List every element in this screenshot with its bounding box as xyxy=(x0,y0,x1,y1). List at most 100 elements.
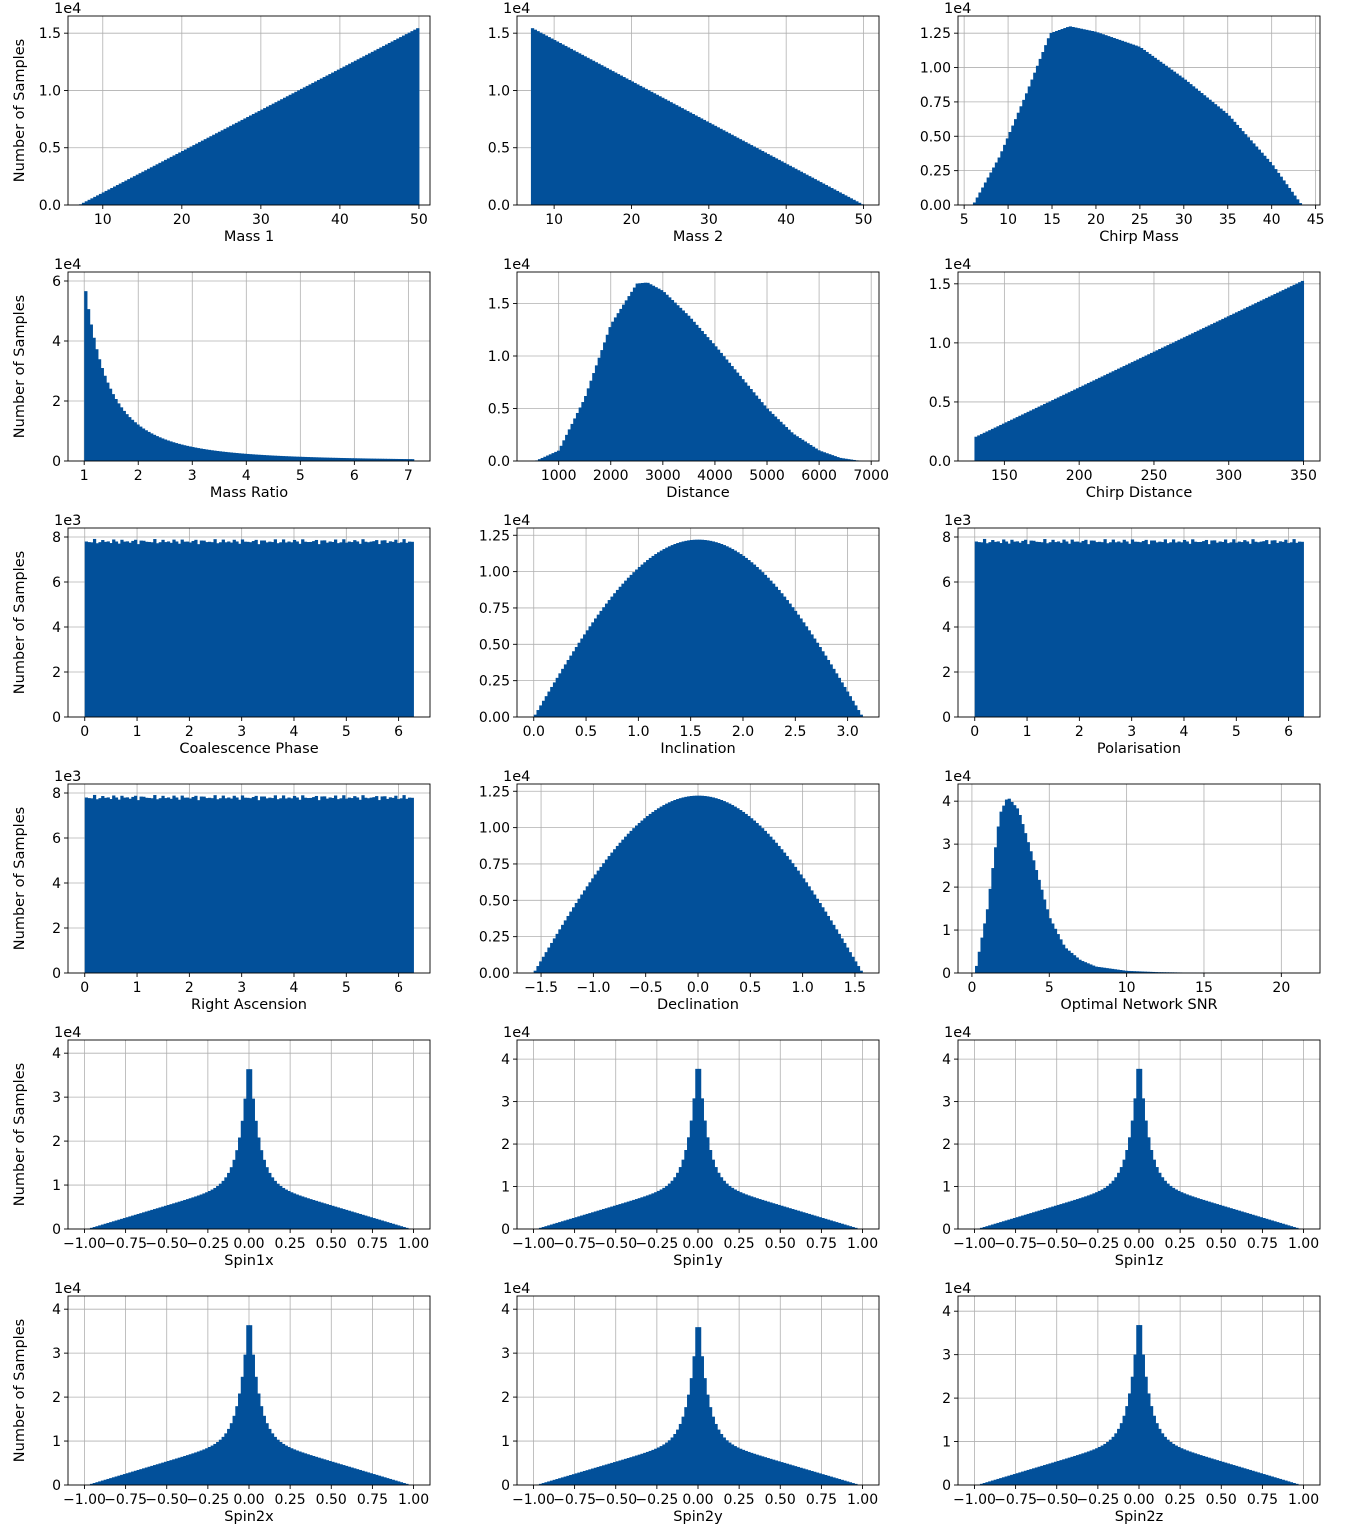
histogram-bar xyxy=(169,542,173,717)
histogram-bar xyxy=(314,1456,319,1485)
histogram-bar xyxy=(194,1452,198,1485)
histogram-bar xyxy=(738,139,743,205)
histogram-bar xyxy=(95,799,99,973)
histogram-bar xyxy=(150,1465,154,1485)
histogram-bar xyxy=(1248,1213,1252,1229)
histogram-bar xyxy=(166,541,171,717)
histogram-bar xyxy=(791,167,795,205)
histogram-bar xyxy=(1027,86,1031,205)
histogram-bar xyxy=(788,859,792,973)
histogram-bar xyxy=(1084,1196,1088,1229)
histogram-bar xyxy=(361,795,365,973)
histogram-bar xyxy=(624,580,628,717)
histogram-bar xyxy=(608,69,612,206)
histogram-bar xyxy=(1205,97,1209,205)
histogram-bar xyxy=(611,71,615,205)
histogram-bar xyxy=(711,343,715,461)
histogram-bar xyxy=(599,610,603,717)
histogram-bar xyxy=(993,1223,997,1229)
x-tick-label: 0.00 xyxy=(1123,1492,1154,1508)
histogram-bar xyxy=(979,1227,984,1229)
histogram-bar xyxy=(1243,1468,1247,1485)
x-tick-label: 0.50 xyxy=(765,1236,796,1252)
histogram-bar xyxy=(276,543,280,717)
histogram-bar xyxy=(536,710,540,717)
histogram-bar xyxy=(597,63,601,206)
histogram-bar xyxy=(588,1469,592,1485)
histogram-bar xyxy=(361,539,365,717)
x-tick-label: 10 xyxy=(545,212,563,228)
histogram-bar xyxy=(637,566,642,717)
histogram-bar xyxy=(1021,540,1025,717)
axis-multiplier: 1e4 xyxy=(54,1281,81,1297)
histogram-bar xyxy=(1174,341,1178,461)
histogram-bar xyxy=(583,634,587,717)
histogram-bar xyxy=(541,700,546,717)
histogram-bar xyxy=(832,1221,836,1229)
histogram-bar xyxy=(700,539,705,717)
histogram-bar xyxy=(191,1197,195,1229)
histogram-bar xyxy=(298,543,302,717)
histogram-bar xyxy=(1298,203,1303,205)
histogram-bar xyxy=(975,197,979,205)
histogram-bar xyxy=(765,408,770,461)
histogram-bar xyxy=(651,285,656,461)
histogram-bar xyxy=(407,541,412,717)
histogram-bar xyxy=(306,1454,310,1485)
histogram-bar xyxy=(265,1423,269,1485)
histogram-bar xyxy=(692,321,696,461)
histogram-bar xyxy=(1078,1198,1082,1229)
histogram-bar xyxy=(656,1447,661,1485)
histogram-bar xyxy=(564,45,568,206)
x-tick-label: −1.00 xyxy=(953,1236,996,1252)
histogram-bar xyxy=(1062,539,1066,717)
histogram-bar xyxy=(344,1465,349,1485)
histogram-bar xyxy=(852,199,856,205)
histogram-bar xyxy=(1185,541,1189,717)
histogram-bar xyxy=(700,118,704,205)
histogram-bar xyxy=(1100,376,1104,461)
y-tick-label: 1.5 xyxy=(39,26,61,42)
histogram-bar xyxy=(366,1472,371,1485)
histogram-bar xyxy=(676,1172,680,1229)
histogram-bar xyxy=(785,1463,789,1485)
histogram-bar xyxy=(290,1448,294,1485)
x-tick-label: −1.00 xyxy=(953,1492,996,1508)
histogram-bar xyxy=(166,1460,170,1485)
histogram-bar xyxy=(1213,1203,1217,1229)
histogram-bar xyxy=(618,1460,622,1485)
histogram-bar xyxy=(314,795,319,973)
histogram-bar xyxy=(854,1483,858,1485)
x-tick-label: 5 xyxy=(1232,724,1241,740)
y-tick-label: 1.00 xyxy=(479,821,510,837)
histogram-bar xyxy=(344,1209,349,1229)
histogram-bar xyxy=(1059,396,1063,461)
x-tick-label: 350 xyxy=(1290,468,1317,484)
histogram-bar xyxy=(810,1214,814,1229)
histogram-bar xyxy=(1114,1177,1118,1229)
histogram-bar xyxy=(795,436,799,461)
histogram-bar xyxy=(1290,191,1294,205)
histogram-bar xyxy=(808,176,812,205)
histogram-bar xyxy=(298,1195,302,1229)
histogram-bar xyxy=(624,300,628,461)
histogram-bar xyxy=(1223,539,1228,717)
histogram-bar xyxy=(147,431,151,461)
histogram-bar xyxy=(90,542,94,717)
histogram-bar xyxy=(89,1227,94,1229)
histogram-bar xyxy=(1100,1445,1104,1485)
histogram-bar xyxy=(537,459,542,461)
histogram-bar xyxy=(155,799,160,973)
histogram-bar xyxy=(303,456,308,461)
x-tick-label: 0.25 xyxy=(275,1492,306,1508)
y-tick-label: 1.0 xyxy=(929,336,951,352)
histogram-bar xyxy=(763,574,768,717)
histogram-bar xyxy=(292,1449,297,1485)
histogram-bar xyxy=(1070,390,1074,461)
histogram-bar xyxy=(1229,1464,1233,1485)
histogram-bar xyxy=(303,1197,308,1229)
histogram-bar xyxy=(844,458,848,461)
histogram-bar xyxy=(662,805,666,973)
histogram-bar xyxy=(843,942,847,973)
histogram-bar xyxy=(1202,328,1206,461)
